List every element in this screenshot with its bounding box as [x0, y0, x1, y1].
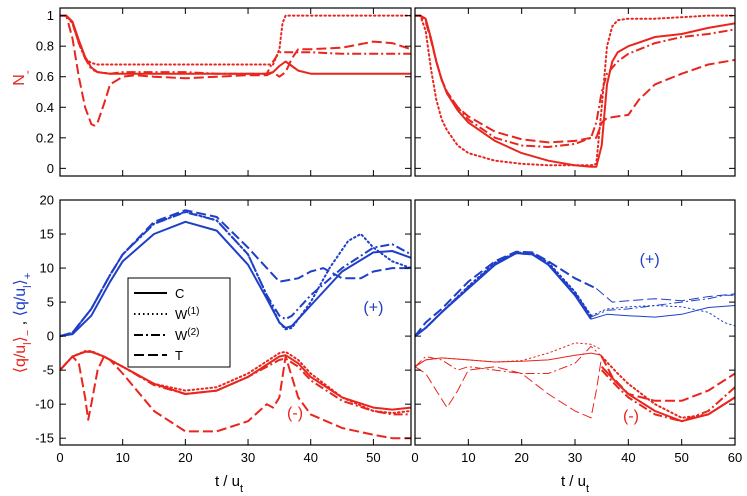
xtick-label-bottom-right: 0 [411, 450, 418, 465]
series-top-left-t [60, 14, 411, 127]
xlabel-bottom-left: t / ut [215, 473, 243, 495]
ytick-label-top-left: 0.2 [36, 130, 54, 145]
ytick-label-bottom-left: 0 [47, 329, 54, 344]
series-bottom-right-t-after-t-34- [595, 288, 735, 303]
series-top-right-t [415, 14, 735, 144]
ytick-label-top-left: 0.6 [36, 69, 54, 84]
ytick-label-bottom-left: -5 [42, 363, 54, 378]
legend-label-c: C [175, 286, 184, 301]
ytick-label-bottom-left: 20 [40, 193, 54, 208]
xtick-label-bottom-right: 10 [461, 450, 475, 465]
series-group-top-left [60, 14, 411, 127]
frame-layer: 00.20.40.60.810 10 20 30 40 50-15-10-50510152… [35, 7, 742, 465]
ytick-label-bottom-left: -10 [35, 397, 54, 412]
series-top-right-w1 [415, 14, 735, 167]
legend-label-t: T [175, 348, 183, 363]
ytick-label-bottom-left: 15 [40, 227, 54, 242]
ytick-label-top-left: 0.4 [36, 100, 54, 115]
series-bottom-right-w2- [415, 252, 592, 337]
ytick-label-top-left: 0.8 [36, 39, 54, 54]
series-bottom-right-w2- [415, 345, 603, 374]
xtick-label-bottom-left: 40 [303, 450, 317, 465]
legend-entry-w2: W(2) [134, 327, 200, 343]
legend-entry-w1: W(1) [134, 306, 200, 322]
series-bottom-left-t- [60, 209, 411, 338]
data-layer [60, 14, 735, 440]
xtick-label-bottom-left: 20 [178, 450, 192, 465]
xtick-label-bottom-right: 60 [728, 450, 742, 465]
series-bottom-right-w2-after-t-33- [590, 294, 735, 318]
series-bottom-right-t- [415, 356, 603, 419]
ytick-label-bottom-left: 10 [40, 261, 54, 276]
annotation-plus-bottom-left: (+) [363, 299, 383, 316]
series-group-bottom-right [415, 250, 735, 423]
series-bottom-right-c-after-t-33- [590, 305, 735, 320]
xtick-label-bottom-right: 30 [568, 450, 582, 465]
legend-entry-t: T [134, 348, 183, 363]
xtick-label-bottom-left: 10 [115, 450, 129, 465]
xtick-label-bottom-right: 40 [621, 450, 635, 465]
xlabel-bottom-right: t / ut [561, 473, 589, 495]
series-top-left-w1 [60, 14, 411, 66]
series-bottom-right-w1-after-t-35- [600, 355, 735, 419]
plot-frame-bottom-left [59, 199, 412, 446]
ytick-label-top-left: 0 [47, 161, 54, 176]
series-group-bottom-left [60, 209, 411, 440]
series-bottom-left-w2- [60, 350, 411, 416]
legend-label-w1: W(1) [175, 306, 200, 322]
ytick-label-bottom-left: -15 [35, 431, 54, 446]
legend-entry-c: C [134, 286, 184, 301]
series-bottom-right-w1- [415, 342, 603, 368]
xtick-label-bottom-left: 50 [366, 450, 380, 465]
legend-label-w2: W(2) [175, 327, 200, 343]
ytick-label-top-left: 1 [47, 8, 54, 23]
ylabel-bottom-left: ⟨q/ul⟩− , ⟨q/ul⟩+ [12, 273, 34, 374]
series-bottom-right-t- [415, 250, 597, 337]
xtick-label-bottom-left: 0 [56, 450, 63, 465]
annotation-plus-bottom-right: (+) [640, 252, 660, 269]
xtick-label-bottom-right: 50 [674, 450, 688, 465]
series-top-left-w2 [60, 14, 411, 75]
annotation-minus-bottom-right: (-) [623, 408, 639, 425]
series-bottom-left-c- [60, 220, 411, 338]
ytick-label-bottom-left: 5 [47, 295, 54, 310]
legend: C W(1) W(2) T [127, 277, 231, 368]
xtick-label-bottom-left: 30 [241, 450, 255, 465]
xtick-label-bottom-right: 20 [514, 450, 528, 465]
annotation-minus-bottom-left: (-) [287, 405, 303, 422]
plot-frame-top-left [59, 7, 412, 177]
series-group-top-right [415, 14, 735, 168]
series-bottom-right-t-after-t-35- [600, 356, 735, 402]
series-bottom-right-w2-after-t-35- [600, 369, 735, 423]
series-bottom-right-w1-after-t-33- [590, 305, 735, 327]
series-bottom-left-t- [60, 355, 411, 440]
